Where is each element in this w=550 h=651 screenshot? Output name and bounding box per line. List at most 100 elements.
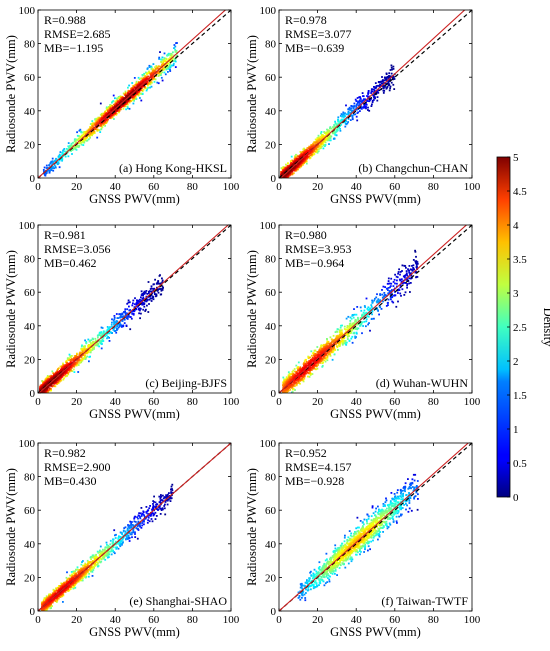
scatter-point (393, 285, 395, 287)
scatter-point (311, 355, 313, 357)
scatter-point (341, 325, 343, 327)
scatter-point (386, 86, 388, 88)
scatter-point (154, 293, 156, 295)
scatter-point (125, 108, 127, 110)
scatter-point (132, 300, 134, 302)
scatter-point (333, 335, 335, 337)
scatter-point (167, 55, 169, 57)
scatter-point (97, 335, 99, 337)
scatter-point (167, 71, 169, 73)
scatter-point (118, 326, 120, 328)
scatter-point (373, 318, 375, 320)
scatter-point (399, 274, 401, 276)
scatter-point (156, 82, 158, 84)
scatter-point (77, 371, 79, 373)
scatter-point (149, 87, 151, 89)
scatter-point (371, 306, 373, 308)
y-tick-label: 40 (24, 106, 36, 118)
x-tick-label: 80 (428, 181, 440, 193)
scatter-point (65, 156, 67, 158)
scatter-point (121, 316, 123, 318)
scatter-point (347, 121, 349, 123)
scatter-point (136, 303, 138, 305)
scatter-point (399, 280, 401, 282)
scatter-point (349, 320, 351, 322)
scatter-point (124, 319, 126, 321)
scatter-point (142, 298, 144, 300)
scatter-point (337, 331, 339, 333)
scatter-point (142, 294, 144, 296)
scatter-point (138, 312, 140, 314)
scatter-point (79, 362, 81, 364)
scatter-point (394, 274, 396, 276)
stat-text: MB=−0.639 (285, 41, 344, 55)
scatter-point (406, 270, 408, 272)
scatter-point (114, 317, 116, 319)
scatter-point (85, 342, 87, 344)
scatter-point (344, 326, 346, 328)
scatter-point (68, 155, 70, 157)
scatter-point (147, 68, 149, 70)
scatter-point (127, 106, 129, 108)
scatter-point (174, 44, 176, 46)
x-tick-label: 0 (276, 181, 282, 193)
x-tick-label: 20 (312, 181, 324, 193)
scatter-point (381, 308, 383, 310)
scatter-point (322, 361, 324, 363)
y-axis-label: Radiosonde PWV(mm) (4, 250, 18, 368)
scatter-point (374, 298, 376, 300)
scatter-point (416, 264, 418, 266)
stat-text: MB=−1.195 (44, 41, 103, 55)
scatter-point (356, 116, 358, 118)
scatter-point (69, 354, 71, 356)
scatter-point (318, 148, 320, 150)
y-tick-label: 100 (19, 220, 36, 232)
scatter-point (149, 299, 151, 301)
scatter-point (153, 63, 155, 65)
scatter-point (379, 81, 381, 83)
scatter-point (336, 130, 338, 132)
scatter-point (140, 93, 142, 95)
scatter-point (349, 109, 351, 111)
scatter-point (382, 297, 384, 299)
scatter-point (356, 306, 358, 308)
scatter-point (351, 318, 353, 320)
y-axis-label: Radiosonde PWV(mm) (4, 35, 18, 153)
scatter-point (171, 65, 173, 67)
scatter-point (62, 150, 64, 152)
scatter-point (384, 286, 386, 288)
scatter-point (337, 329, 339, 331)
scatter-point (347, 114, 349, 116)
y-tick-label: 0 (271, 173, 277, 185)
scatter-point (353, 108, 355, 110)
scatter-point (164, 72, 166, 74)
scatter-point (292, 371, 294, 373)
scatter-point (391, 82, 393, 84)
scatter-point (141, 290, 143, 292)
scatter-point (366, 298, 368, 300)
scatter-point (359, 96, 361, 98)
scatter-point (175, 61, 177, 63)
scatter-point (164, 53, 166, 55)
scatter-point (44, 167, 46, 169)
scatter-point (333, 138, 335, 140)
y-tick-label: 0 (30, 388, 36, 400)
scatter-point (115, 332, 117, 334)
scatter-point (101, 348, 103, 350)
scatter-point (388, 299, 390, 301)
scatter-point (397, 292, 399, 294)
scatter-point (388, 278, 390, 280)
y-axis-label: Radiosonde PWV(mm) (245, 35, 259, 153)
scatter-point (340, 130, 342, 132)
scatter-point (114, 97, 116, 99)
scatter-point (92, 346, 94, 348)
scatter-point (146, 290, 148, 292)
scatter-point (362, 325, 364, 327)
scatter-point (347, 336, 349, 338)
stat-text: R=0.988 (44, 13, 86, 27)
scatter-point (119, 109, 121, 111)
scatter-point (375, 82, 377, 84)
scatter-point (282, 377, 284, 379)
scatter-point (126, 325, 128, 327)
